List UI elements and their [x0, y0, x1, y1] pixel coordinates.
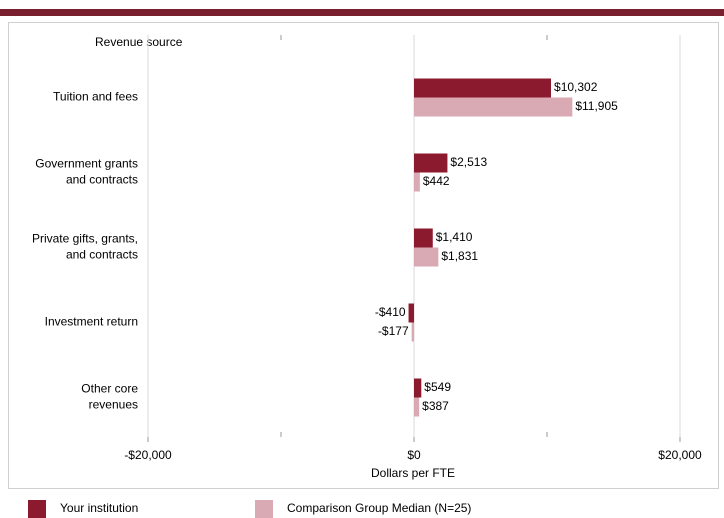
value-label: $1,410	[436, 230, 473, 244]
top-band	[0, 9, 724, 16]
y-axis-title: Revenue source	[95, 35, 183, 49]
y-tick-label: Government grants and contracts	[35, 157, 138, 187]
bar	[414, 247, 439, 267]
value-label: $10,302	[554, 80, 598, 94]
legend-label: Comparison Group Median (N=25)	[287, 501, 471, 515]
value-label: $11,905	[575, 99, 618, 113]
bar	[414, 228, 433, 248]
x-tick-label: $0	[407, 448, 421, 462]
value-label: -$177	[378, 324, 409, 338]
x-tick-label: -$20,000	[124, 448, 172, 462]
bar	[408, 303, 414, 323]
bar	[414, 378, 422, 398]
value-label: $442	[423, 174, 450, 188]
bar	[414, 172, 420, 192]
bar	[414, 153, 448, 173]
x-axis-title: Dollars per FTE	[371, 466, 455, 480]
legend-swatch	[28, 500, 46, 518]
bar	[414, 78, 552, 98]
legend-label: Your institution	[60, 501, 138, 515]
y-tick-label: Other core revenues	[81, 382, 138, 412]
value-label: -$410	[375, 305, 406, 319]
bar	[411, 322, 414, 342]
bar	[414, 397, 420, 417]
y-tick-label: Investment return	[45, 315, 138, 329]
value-label: $387	[422, 399, 449, 413]
legend-swatch	[255, 500, 273, 518]
value-label: $1,831	[441, 249, 478, 263]
y-tick-label: Private gifts, grants, and contracts	[32, 232, 138, 262]
value-label: $2,513	[450, 155, 487, 169]
frame	[8, 22, 719, 489]
value-label: $549	[424, 380, 451, 394]
y-tick-label: Tuition and fees	[53, 90, 138, 104]
x-tick-label: $20,000	[658, 448, 702, 462]
bar	[414, 97, 573, 117]
